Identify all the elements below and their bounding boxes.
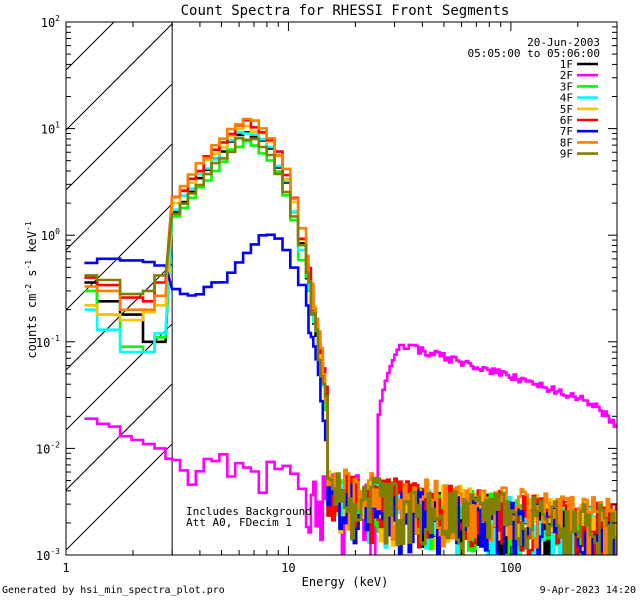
svg-text:counts cm-2 s-1 keV-1: counts cm-2 s-1 keV-1 <box>24 221 39 358</box>
y-label-exp-cm: -2 <box>24 284 33 294</box>
y-tick-label: 10-1 <box>36 334 60 350</box>
y-label-exp-kev: -1 <box>24 221 33 231</box>
legend-label: 8F <box>560 136 573 149</box>
legend-label: 9F <box>560 148 573 161</box>
x-axis-label: Energy (keV) <box>302 575 389 589</box>
legend-label: 6F <box>560 114 573 127</box>
y-axis-label: counts cm-2 s-1 keV-1 <box>24 221 39 358</box>
series-2F <box>84 343 617 555</box>
legend-label: 3F <box>560 80 573 93</box>
y-tick-label: 10-3 <box>36 547 60 563</box>
y-label-kev: keV <box>25 231 39 260</box>
y-label-main: counts cm <box>25 294 39 359</box>
hatch-line <box>65 443 173 551</box>
hatch-line <box>65 21 115 71</box>
y-tick-label: 102 <box>41 14 60 30</box>
legend-label: 1F <box>560 58 573 71</box>
legend-label: 4F <box>560 92 573 105</box>
series-9F <box>84 137 617 555</box>
y-label-exp-s: -1 <box>24 260 33 270</box>
date-label: 20-Jun-2003 <box>527 36 600 49</box>
time-range-label: 05:05:00 to 05:06:00 <box>468 47 600 60</box>
annotation-attenuator: Att A0, FDecim 1 <box>186 516 292 529</box>
chart-title: Count Spectra for RHESSI Front Segments <box>181 3 510 19</box>
legend-label: 5F <box>560 103 573 116</box>
x-tick-label: 100 <box>500 561 522 575</box>
hatch-line <box>65 203 173 311</box>
hatch-line <box>65 143 173 251</box>
y-tick-label: 10-2 <box>36 440 60 456</box>
legend-label: 7F <box>560 125 573 138</box>
y-tick-label: 100 <box>41 227 60 243</box>
hatch-line <box>65 23 173 131</box>
x-tick-label: 1 <box>62 561 69 575</box>
x-tick-label: 10 <box>281 561 295 575</box>
legend-label: 2F <box>560 69 573 82</box>
footer-timestamp: 9-Apr-2023 14:20 <box>539 585 636 596</box>
y-tick-label: 101 <box>41 121 60 137</box>
annotation-background: Includes Background <box>186 505 312 518</box>
hatched-region <box>65 21 173 551</box>
generated-by: Generated by hsi_min_spectra_plot.pro <box>2 585 225 596</box>
y-label-s: s <box>25 270 39 284</box>
hatch-line <box>65 83 173 191</box>
plot-frame <box>65 21 618 556</box>
